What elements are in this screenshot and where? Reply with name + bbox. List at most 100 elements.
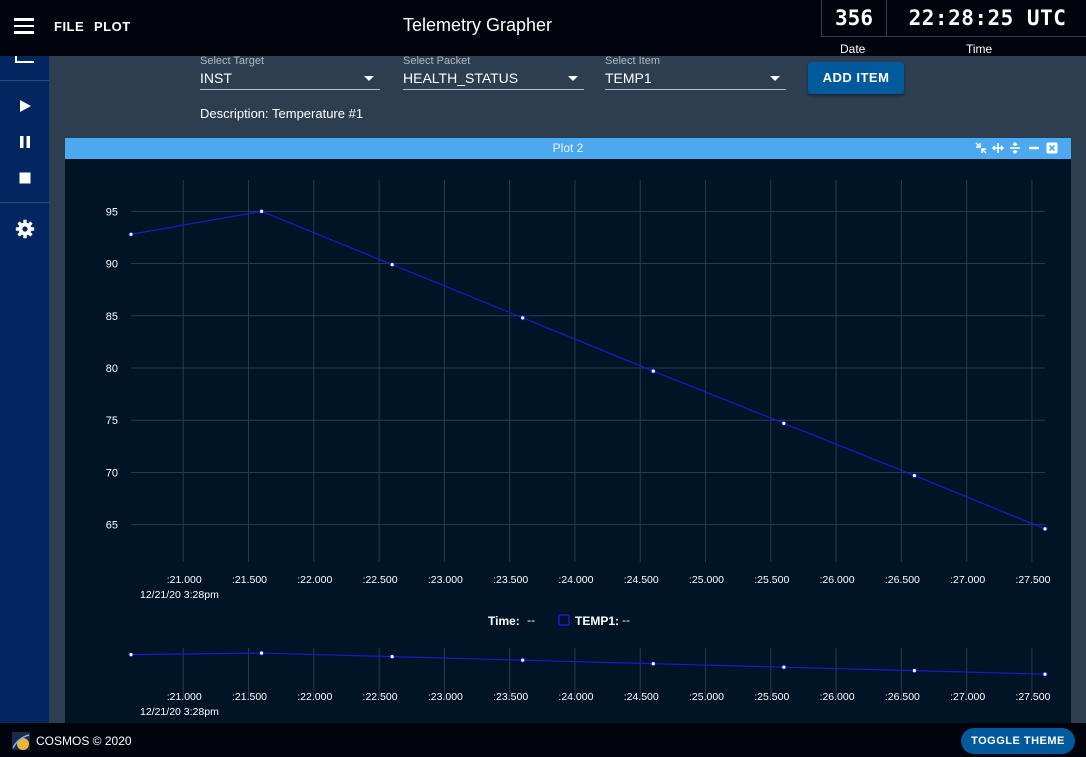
data-point: [650, 368, 656, 374]
gear-icon[interactable]: [15, 219, 35, 239]
x-tick-label: :21.500: [232, 574, 267, 586]
expand-height-icon[interactable]: [1009, 142, 1021, 154]
target-select-label: Select Target: [200, 55, 265, 67]
minimize-icon[interactable]: [1028, 142, 1040, 154]
series-line-temp1: [130, 210, 1046, 530]
app-title: Telemetry Grapher: [403, 15, 553, 35]
overview-x-tick-label: :24.000: [558, 691, 593, 703]
overview-x-tick-label: :23.000: [428, 691, 463, 703]
x-tick-label: :27.000: [950, 574, 985, 586]
data-point: [912, 473, 917, 478]
overview-x-axis: :21.000 :21.500 :22.000 :22.500 :23.000 :23.5…: [167, 691, 1051, 703]
toggle-theme-button[interactable]: TOGGLE THEME: [961, 728, 1075, 754]
plot-legend: Time: -- TEMP1: --: [488, 613, 630, 628]
x-tick-label: :24.500: [624, 574, 659, 586]
y-tick-label: 95: [106, 206, 118, 218]
legend-series-swatch: [558, 614, 570, 626]
caret-down-icon: [364, 76, 374, 81]
y-tick-label: 70: [106, 467, 118, 479]
item-select[interactable]: Select Item TEMP1: [605, 54, 786, 90]
y-tick-label: 80: [106, 363, 118, 375]
overview-x-tick-label: :26.500: [885, 691, 920, 703]
stop-icon[interactable]: [18, 171, 32, 185]
add-item-button[interactable]: ADD ITEM: [808, 62, 904, 94]
overview-x-tick-label: :22.000: [297, 691, 332, 703]
plot-header: Plot 2: [65, 138, 1071, 159]
clock-day: 356: [822, 0, 887, 36]
data-point: [1042, 526, 1048, 532]
y-tick-label: 75: [106, 415, 118, 427]
clock-time-label: Time: [966, 42, 993, 56]
data-point: [128, 231, 134, 237]
packet-select-value: HEALTH_STATUS: [403, 70, 519, 86]
collapse-icon[interactable]: [975, 142, 987, 154]
cosmos-logo-icon: [12, 732, 30, 750]
overview-grid: [182, 648, 1033, 699]
y-axis: 65 70 75 80 85 90 95: [106, 206, 118, 531]
side-nav: [0, 56, 49, 723]
y-tick-label: 85: [106, 311, 118, 323]
overview-data-point: [781, 664, 787, 670]
y-tick-label: 65: [106, 520, 118, 532]
file-menu[interactable]: FILE: [54, 19, 85, 34]
legend-time-value: --: [527, 613, 535, 627]
plot-title: Plot 2: [552, 141, 584, 155]
overview-x-tick-label: :27.500: [1015, 691, 1050, 703]
item-select-value: TEMP1: [605, 70, 652, 86]
item-select-label: Select Item: [605, 55, 661, 67]
legend-series-value: --: [622, 613, 630, 627]
overview-x-tick-label: :25.000: [689, 691, 724, 703]
app-bar: FILE PLOT Telemetry Grapher 356 22:28:25…: [0, 0, 1086, 56]
overview-x-tick-label: :23.500: [493, 691, 528, 703]
overview-x-tick-label: :24.500: [624, 691, 659, 703]
x-tick-label: :22.500: [363, 574, 398, 586]
menu-icon[interactable]: [14, 18, 34, 34]
x-date-label: 12/21/20 3:28pm: [140, 589, 219, 601]
caret-down-icon: [568, 76, 578, 81]
pause-icon[interactable]: [18, 135, 32, 149]
x-tick-label: :24.000: [558, 574, 593, 586]
overview-x-tick-label: :25.500: [754, 691, 789, 703]
overview-data-point: [389, 654, 395, 660]
legend-time-label: Time:: [488, 614, 520, 628]
footer: COSMOS © 2020 TOGGLE THEME: [0, 723, 1086, 757]
overview-date-label: 12/21/20 3:28pm: [140, 706, 219, 718]
overview-data-point: [520, 657, 526, 663]
x-tick-label: :23.500: [493, 574, 528, 586]
packet-select-label: Select Packet: [403, 55, 471, 67]
chart-line-icon[interactable]: [15, 56, 35, 64]
clock: 356 22:28:25 UTC: [821, 0, 1086, 37]
data-point: [389, 262, 395, 267]
packet-select[interactable]: Select Packet HEALTH_STATUS: [403, 54, 584, 90]
series-points: [128, 208, 1048, 532]
overview-x-tick-label: :21.000: [167, 691, 202, 703]
clock-date-label: Date: [840, 42, 866, 56]
overview-x-tick-label: :21.500: [232, 691, 267, 703]
data-point: [520, 315, 526, 321]
overview-data-point: [128, 652, 134, 658]
close-icon[interactable]: [1046, 142, 1058, 154]
overview-data-point: [912, 668, 917, 674]
telemetry-chart[interactable]: 65 70 75 80 85 90 95 :21.000:21.500:22.000:22.…: [65, 159, 1071, 723]
overview-series-points: [128, 650, 1048, 677]
overview-x-tick-label: :26.000: [820, 691, 855, 703]
clock-time: 22:28:25 UTC: [908, 6, 1067, 30]
x-tick-label: :25.500: [754, 574, 789, 586]
target-select-value: INST: [200, 70, 232, 86]
play-icon[interactable]: [18, 99, 32, 113]
x-tick-label: :26.500: [885, 574, 920, 586]
x-tick-label: :26.000: [820, 574, 855, 586]
overview-data-point: [259, 650, 264, 656]
overview-x-tick-label: :27.000: [950, 691, 985, 703]
expand-width-icon[interactable]: [992, 142, 1004, 154]
x-tick-label: :23.000: [428, 574, 463, 586]
x-tick-label: :21.000: [167, 574, 202, 586]
target-select[interactable]: Select Target INST: [200, 54, 380, 90]
x-tick-label: :25.000: [689, 574, 724, 586]
overview-data-point: [1042, 671, 1048, 677]
overview-series-line: [130, 652, 1046, 675]
data-point: [259, 208, 264, 214]
overview-x-tick-label: :22.500: [363, 691, 398, 703]
plot-menu[interactable]: PLOT: [94, 19, 131, 34]
copyright-text: COSMOS © 2020: [36, 734, 132, 748]
